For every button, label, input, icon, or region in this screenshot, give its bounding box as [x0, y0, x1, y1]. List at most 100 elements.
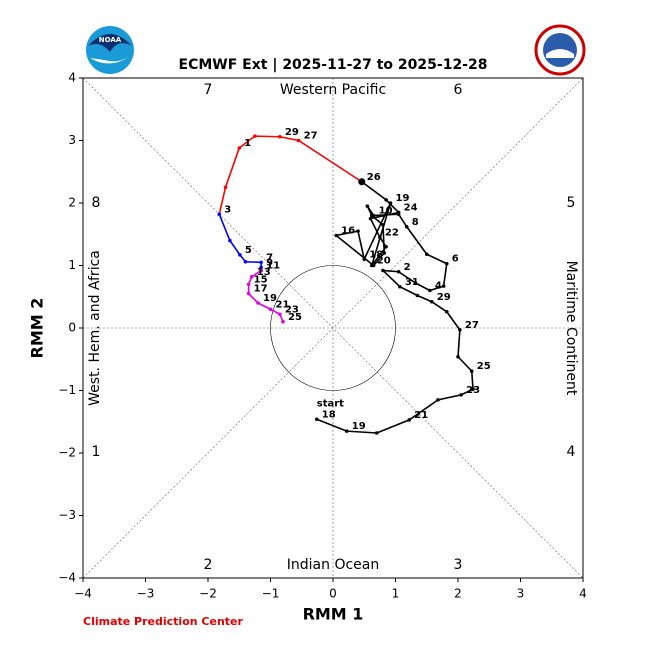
point — [381, 223, 385, 227]
point — [381, 268, 385, 273]
point — [243, 259, 248, 264]
point-label: 5 — [245, 245, 252, 256]
forecast-start — [358, 178, 366, 186]
point-label: 19 — [263, 293, 277, 304]
point — [396, 210, 401, 215]
x-tick-label: 3 — [517, 587, 525, 601]
phase-label: 4 — [567, 444, 576, 460]
point-label: 22 — [385, 227, 399, 238]
y-tick-label: −4 — [58, 571, 76, 585]
point — [268, 307, 273, 312]
point — [407, 418, 412, 422]
point — [237, 146, 242, 150]
x-tick-label: 1 — [392, 587, 400, 601]
point — [362, 257, 367, 262]
point — [456, 354, 460, 359]
point — [314, 417, 319, 422]
point — [429, 299, 434, 304]
phase-label: 8 — [92, 195, 101, 211]
y-tick-label: 2 — [68, 196, 76, 210]
noaa-logo: NOAA — [86, 26, 134, 74]
point — [334, 233, 338, 238]
point — [413, 281, 418, 285]
point — [278, 312, 282, 317]
phase-label: 6 — [454, 82, 463, 98]
point-label: 21 — [276, 299, 290, 310]
point — [459, 393, 463, 397]
point — [217, 212, 222, 217]
point — [398, 284, 402, 289]
point — [344, 429, 349, 433]
point-label: 29 — [437, 292, 451, 303]
point — [396, 269, 401, 274]
point-label: 25 — [288, 312, 302, 323]
point — [471, 387, 475, 392]
point — [444, 261, 449, 266]
point-label: 13 — [257, 267, 271, 278]
point — [458, 328, 462, 332]
x-tick-label: −2 — [199, 587, 217, 601]
trajectory — [316, 181, 474, 434]
x-tick-label: −3 — [137, 587, 155, 601]
source-label: Climate Prediction Center — [83, 615, 243, 628]
point-label: 20 — [377, 256, 391, 267]
logo-text: NOAA — [99, 36, 122, 44]
point-label: 10 — [379, 206, 393, 217]
point — [424, 252, 429, 257]
point — [228, 238, 232, 243]
point — [246, 282, 251, 287]
x-tick-label: −4 — [74, 587, 92, 601]
point — [436, 398, 440, 402]
y-tick-label: −1 — [58, 383, 76, 397]
trajectory — [218, 213, 262, 271]
point — [253, 134, 257, 138]
y-tick-label: 3 — [68, 133, 76, 147]
y-tick-label: −3 — [58, 508, 76, 522]
point — [281, 319, 285, 324]
point-label: 19 — [396, 193, 410, 204]
point — [223, 185, 228, 190]
point — [441, 284, 446, 288]
y-tick-label: 0 — [68, 321, 76, 335]
point-label: 15 — [254, 274, 268, 285]
point-label: 25 — [477, 361, 491, 372]
x-tick-label: 2 — [454, 587, 462, 601]
point-label: 7 — [266, 252, 273, 263]
point — [388, 201, 393, 205]
point — [259, 268, 263, 273]
point — [444, 309, 449, 314]
point — [369, 263, 374, 268]
point — [404, 224, 409, 229]
phase-label: 5 — [567, 195, 576, 211]
point-label: 11 — [266, 261, 280, 272]
x-axis-label: RMM 1 — [303, 605, 364, 624]
nws-logo — [534, 24, 586, 76]
point — [382, 251, 387, 255]
point-label: 24 — [404, 202, 418, 213]
point-label: 26 — [367, 172, 381, 183]
point — [259, 260, 263, 265]
point — [368, 216, 373, 221]
point — [369, 213, 374, 218]
point-label: 19 — [352, 421, 366, 432]
point-label: 4 — [435, 281, 442, 292]
point-label: 29 — [285, 127, 299, 138]
point-label: 16 — [341, 226, 355, 237]
point — [249, 274, 254, 279]
x-tick-label: 0 — [329, 587, 337, 601]
point — [246, 291, 251, 296]
x-tick-label: −1 — [262, 587, 280, 601]
point-label: 21 — [414, 410, 428, 421]
point-label: 3 — [224, 204, 231, 215]
point — [256, 301, 260, 305]
point-label: 18 — [322, 409, 336, 420]
chart-title: ECMWF Ext | 2025-11-27 to 2025-12-28 — [179, 57, 488, 73]
point-label: 2 — [404, 262, 411, 273]
point-label: 8 — [412, 217, 419, 228]
point-label: 17 — [254, 284, 268, 295]
region-label: Indian Ocean — [287, 557, 379, 573]
point — [378, 235, 382, 240]
phase-label: 3 — [454, 557, 463, 573]
point — [384, 198, 388, 202]
point-label: 27 — [304, 131, 318, 142]
